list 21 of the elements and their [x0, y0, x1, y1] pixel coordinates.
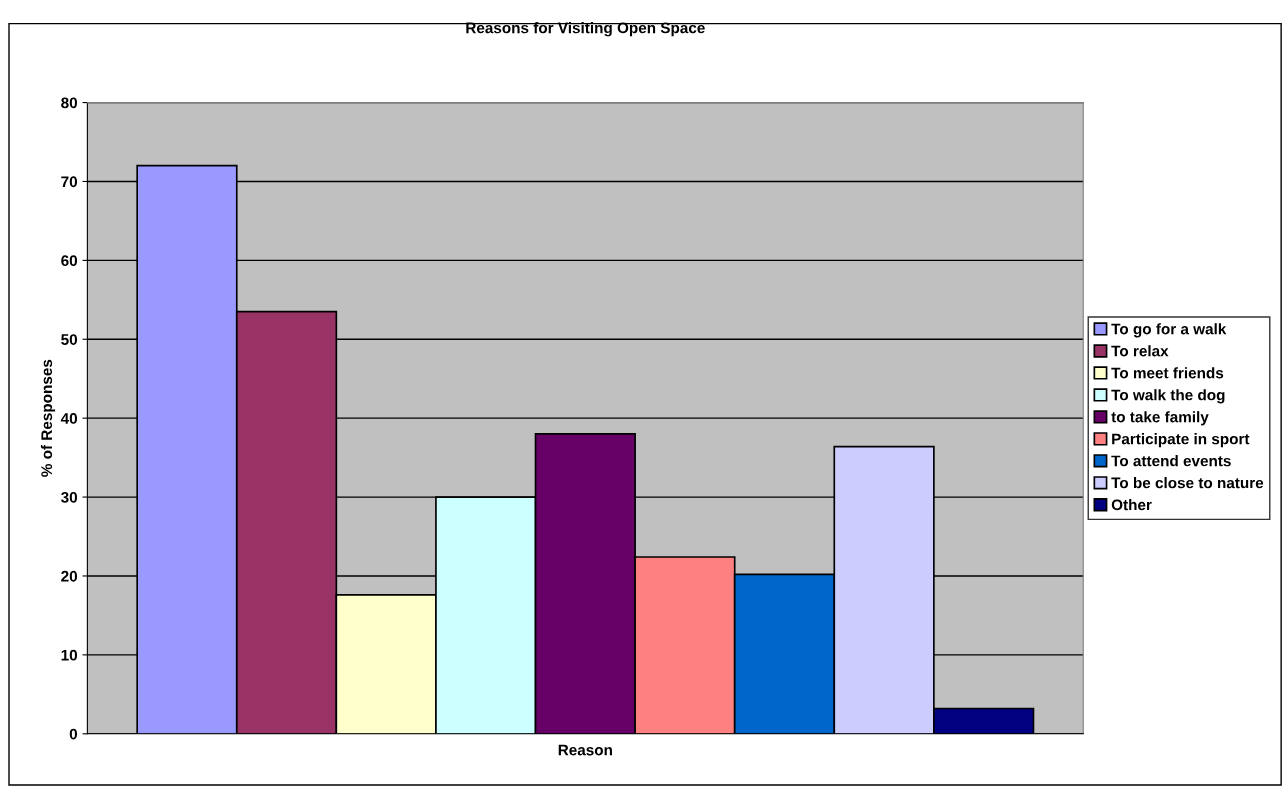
legend-label: To relax — [1111, 345, 1169, 357]
legend-label: To attend events — [1111, 455, 1231, 467]
y-tick-label: 10 — [61, 649, 78, 661]
y-tick-label: 50 — [61, 334, 78, 345]
chart-title: Reasons for Visiting Open Space — [466, 22, 705, 37]
legend-label: Other — [1111, 499, 1152, 511]
y-tick-label: 40 — [60, 413, 78, 424]
y-tick-label: 30 — [61, 491, 78, 503]
legend-label: To be close to nature — [1111, 477, 1264, 489]
legend-label: to take family — [1111, 411, 1209, 426]
y-axis-title: % of Responses — [40, 359, 56, 477]
y-tick-label: 60 — [61, 255, 78, 267]
legend-label: To walk the dog — [1111, 389, 1225, 404]
legend-label: To go for a walk — [1111, 323, 1227, 338]
legend-label: Participate in sport — [1112, 433, 1250, 448]
y-tick-label: 0 — [69, 728, 78, 740]
y-tick-label: 20 — [61, 570, 78, 582]
y-tick-label: 80 — [61, 97, 78, 109]
legend-label: To meet friends — [1111, 367, 1224, 379]
y-tick-label: 70 — [61, 176, 78, 188]
x-axis-title: Reason — [558, 744, 612, 756]
